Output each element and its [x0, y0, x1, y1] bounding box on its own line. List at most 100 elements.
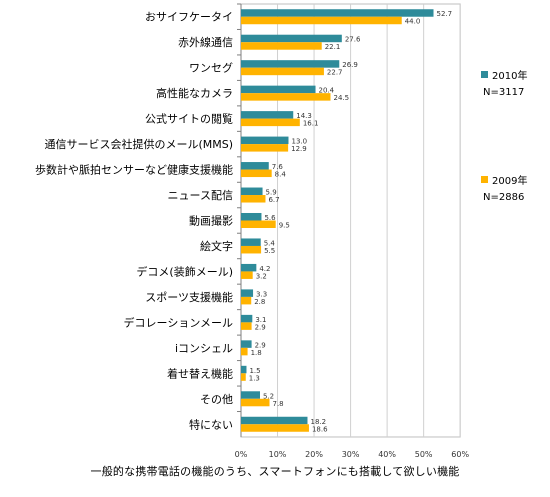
data-label: 3.1	[255, 316, 266, 324]
bar	[241, 424, 309, 432]
bar	[241, 136, 289, 145]
data-label: 2.9	[255, 323, 266, 331]
legend-label: N=3117	[483, 87, 524, 98]
data-label: 7.6	[272, 163, 284, 171]
category-label: 公式サイトの閲覧	[145, 112, 233, 126]
category-label: 動画撮影	[189, 213, 233, 227]
data-label: 24.5	[333, 94, 349, 102]
data-label: 5.6	[264, 214, 276, 222]
data-label: 9.5	[279, 221, 290, 229]
data-label: 22.1	[325, 43, 341, 51]
bar	[241, 162, 269, 170]
x-tick-label: 60%	[451, 450, 469, 459]
bar	[241, 169, 272, 178]
category-label: ワンセグ	[189, 61, 233, 75]
data-label: 44.0	[405, 18, 421, 26]
x-tick-label: 30%	[342, 450, 360, 459]
bar	[241, 187, 263, 196]
data-label: 7.8	[272, 400, 283, 408]
category-label: その他	[200, 393, 233, 406]
bar	[241, 416, 308, 425]
data-label: 12.9	[291, 145, 307, 153]
data-label: 1.3	[249, 374, 260, 382]
x-tick-label: 50%	[415, 450, 433, 459]
bar	[241, 60, 340, 68]
data-label: 8.4	[275, 171, 287, 179]
category-label: iコンシェル	[175, 342, 233, 355]
data-label: 18.2	[310, 418, 326, 426]
category-label: スポーツ支援機能	[145, 290, 233, 304]
data-label: 52.7	[437, 10, 453, 18]
data-label: 5.9	[266, 189, 277, 197]
data-label: 3.3	[256, 290, 267, 298]
bar	[241, 42, 322, 50]
bar	[241, 391, 260, 399]
category-label: 赤外線通信	[178, 35, 233, 49]
legend-label: N=2886	[483, 192, 524, 203]
data-label: 22.7	[327, 69, 343, 77]
data-label: 5.5	[264, 247, 275, 255]
bar	[241, 220, 276, 228]
bar	[241, 9, 434, 17]
bar	[241, 93, 331, 101]
data-label: 6.7	[268, 196, 279, 204]
bar	[241, 212, 262, 221]
bar	[241, 373, 246, 381]
category-label: 特にない	[189, 417, 233, 431]
bar	[241, 398, 270, 407]
category-label: デコメ(装飾メール)	[136, 264, 233, 278]
data-label: 2.8	[254, 298, 265, 306]
data-label: 5.2	[263, 392, 274, 400]
data-label: 4.2	[259, 265, 270, 273]
bar	[241, 263, 257, 272]
x-tick-label: 0%	[235, 450, 248, 459]
x-tick-label: 40%	[378, 450, 396, 459]
legend-label: 2009年	[492, 174, 527, 187]
data-label: 1.5	[249, 367, 260, 375]
bar	[241, 111, 294, 119]
bar	[241, 340, 252, 348]
bar	[241, 322, 252, 330]
bar	[241, 347, 248, 356]
bar	[241, 34, 342, 43]
category-label: 歩数計や脈拍センサーなど健康支援機能	[35, 163, 233, 177]
data-label: 13.0	[291, 138, 307, 146]
data-label: 3.2	[256, 272, 267, 280]
bar	[241, 144, 289, 152]
bar	[241, 238, 261, 246]
bar	[241, 289, 254, 297]
category-label: 通信サービス会社提供のメール(MMS)	[44, 137, 233, 151]
bar	[241, 16, 402, 25]
x-tick-label: 20%	[305, 450, 323, 459]
bar	[241, 296, 252, 305]
legend-swatch	[481, 71, 488, 78]
bar	[241, 118, 300, 127]
x-tick-label: 10%	[269, 450, 287, 459]
bar	[241, 67, 324, 76]
legend-swatch	[481, 176, 488, 183]
data-label: 16.1	[303, 120, 319, 128]
category-label: おサイフケータイ	[145, 11, 233, 24]
bar	[241, 314, 253, 323]
data-label: 14.3	[296, 112, 312, 120]
x-axis-label: 一般的な携帯電話の機能のうち、スマートフォンにも搭載して欲しい機能	[90, 465, 460, 478]
data-label: 5.4	[264, 239, 276, 247]
data-label: 2.9	[255, 341, 266, 349]
category-label: 高性能なカメラ	[156, 86, 233, 100]
bar	[241, 195, 266, 203]
data-label: 1.8	[251, 349, 262, 357]
bar	[241, 365, 247, 374]
legend-label: 2010年	[492, 69, 527, 82]
category-label: 絵文字	[200, 239, 233, 253]
data-label: 20.4	[319, 87, 335, 95]
bar	[241, 245, 262, 254]
data-label: 18.6	[312, 425, 328, 433]
category-label: デコレーションメール	[124, 315, 233, 329]
data-label: 26.9	[342, 61, 358, 69]
category-label: ニュース配信	[168, 189, 233, 202]
bar	[241, 85, 316, 94]
bar	[241, 271, 253, 279]
data-label: 27.6	[345, 36, 361, 44]
